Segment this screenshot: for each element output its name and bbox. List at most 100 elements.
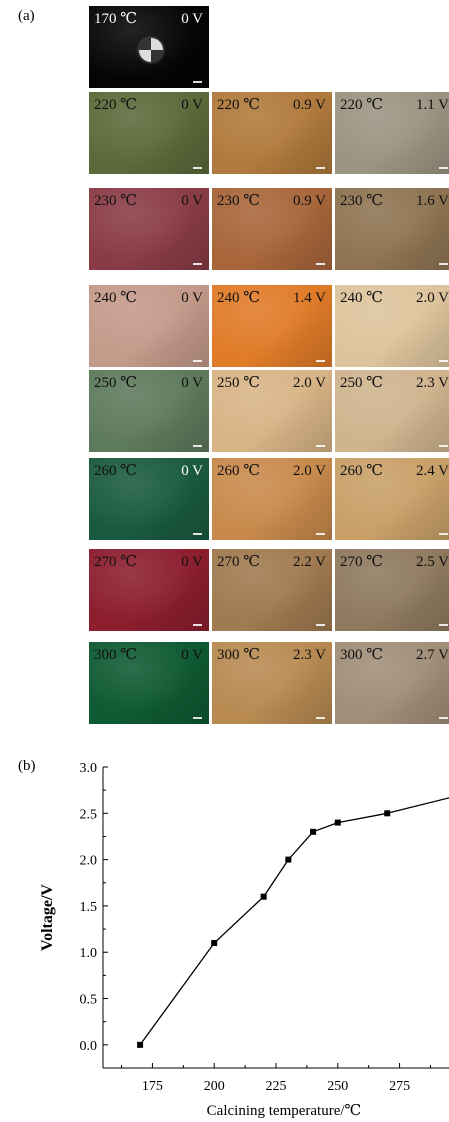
scale-bar — [316, 263, 325, 265]
micrograph-temperature: 170 ℃ — [94, 11, 138, 27]
panel-label-a: (a) — [18, 8, 35, 24]
micrograph-voltage: 2.3 V — [415, 375, 449, 391]
micrograph-temperature: 270 ℃ — [94, 554, 138, 570]
y-tick-label: 2.5 — [80, 807, 98, 822]
micrograph-voltage: 0 V — [181, 554, 203, 570]
micrograph-voltage: 2.4 V — [415, 463, 449, 479]
micrograph-temperature: 230 ℃ — [94, 193, 138, 209]
micrograph-tile: 250 ℃ 2.3 V — [335, 370, 449, 452]
x-tick-label: 200 — [204, 1079, 225, 1094]
micrograph-tile: 240 ℃ 1.4 V — [212, 285, 332, 367]
micrograph-voltage: 2.2 V — [292, 554, 326, 570]
y-tick-label: 2.0 — [80, 854, 98, 869]
micrograph-temperature: 240 ℃ — [217, 290, 261, 306]
x-tick-label: 175 — [142, 1079, 163, 1094]
y-tick-label: 1.5 — [80, 900, 98, 915]
scale-bar — [439, 263, 448, 265]
x-tick-label: 275 — [389, 1079, 410, 1094]
scale-bar — [439, 533, 448, 535]
data-point — [334, 819, 341, 826]
micrograph-voltage: 0 V — [181, 97, 203, 113]
micrograph-temperature: 220 ℃ — [217, 97, 261, 113]
micrograph-temperature: 300 ℃ — [340, 647, 384, 663]
voltage-temperature-chart: 0.0 0.5 1.0 1.5 2.0 2.5 3.0 175 200 225 250 275 Calc… — [39, 761, 449, 1119]
series-line — [139, 797, 449, 1046]
scale-bar — [193, 81, 202, 83]
data-point — [137, 1041, 144, 1048]
scale-bar — [316, 445, 325, 447]
micrograph-voltage: 2.5 V — [415, 554, 449, 570]
y-axis-label: Voltage/V — [39, 884, 56, 951]
micrograph-voltage: 2.0 V — [415, 290, 449, 306]
micrograph-temperature: 230 ℃ — [340, 193, 384, 209]
micrograph-tile: 260 ℃ 2.4 V — [335, 458, 449, 540]
scale-bar — [316, 167, 325, 169]
micrograph-tile: 250 ℃ 0 V — [89, 370, 209, 452]
scale-bar — [439, 360, 448, 362]
micrograph-temperature: 240 ℃ — [340, 290, 384, 306]
x-tick-label: 225 — [266, 1079, 287, 1094]
y-tick-label: 0.5 — [80, 993, 98, 1008]
micrograph-grid: 170 ℃ 0 V 220 ℃ 0 V 220 ℃ 0.9 V 220 ℃ 1.1 V 230 … — [89, 6, 449, 724]
scale-bar — [439, 167, 448, 169]
scale-bar — [193, 167, 202, 169]
micrograph-voltage: 2.3 V — [292, 647, 326, 663]
scale-bar — [439, 717, 448, 719]
micrograph-tile: 260 ℃ 2.0 V — [212, 458, 332, 540]
micrograph-tile: 240 ℃ 2.0 V — [335, 285, 449, 367]
micrograph-voltage: 2.7 V — [415, 647, 449, 663]
micrograph-tile: 230 ℃ 0 V — [89, 188, 209, 270]
x-tick-label: 250 — [327, 1079, 348, 1094]
micrograph-tile: 250 ℃ 2.0 V — [212, 370, 332, 452]
micrograph-temperature: 230 ℃ — [217, 193, 261, 209]
scale-bar — [316, 624, 325, 626]
y-tick-label: 3.0 — [80, 761, 98, 776]
micrograph-tile: 230 ℃ 0.9 V — [212, 188, 332, 270]
micrograph-temperature: 220 ℃ — [94, 97, 138, 113]
y-tick-label: 1.0 — [80, 946, 98, 961]
micrograph-temperature: 260 ℃ — [340, 463, 384, 479]
data-point — [384, 810, 391, 817]
data-point — [285, 856, 292, 863]
data-point — [211, 939, 218, 946]
micrograph-voltage: 0.9 V — [292, 193, 326, 209]
micrograph-tile: 270 ℃ 2.5 V — [335, 549, 449, 631]
micrograph-voltage: 0 V — [181, 375, 203, 391]
micrograph-temperature: 250 ℃ — [217, 375, 261, 391]
scale-bar — [316, 360, 325, 362]
micrograph-voltage: 0 V — [181, 193, 203, 209]
micrograph-voltage: 0 V — [181, 647, 203, 663]
scale-bar — [193, 263, 202, 265]
micrograph-temperature: 300 ℃ — [94, 647, 138, 663]
micrograph-tile: 300 ℃ 2.7 V — [335, 642, 449, 724]
panel-label-b: (b) — [18, 758, 36, 774]
scale-bar — [316, 533, 325, 535]
micrograph-voltage: 1.1 V — [415, 97, 449, 113]
micrograph-tile: 270 ℃ 2.2 V — [212, 549, 332, 631]
y-tick-label: 0.0 — [80, 1039, 98, 1054]
micrograph-tile: 220 ℃ 0.9 V — [212, 92, 332, 174]
micrograph-tile: 300 ℃ 2.3 V — [212, 642, 332, 724]
scale-bar — [193, 445, 202, 447]
micrograph-voltage: 1.6 V — [415, 193, 449, 209]
conoscopic-figure — [139, 38, 163, 62]
micrograph-voltage: 2.0 V — [292, 463, 326, 479]
micrograph-temperature: 260 ℃ — [94, 463, 138, 479]
micrograph-voltage: 0 V — [181, 463, 203, 479]
micrograph-tile: 220 ℃ 1.1 V — [335, 92, 449, 174]
micrograph-temperature: 270 ℃ — [340, 554, 384, 570]
micrograph-tile: 170 ℃ 0 V — [89, 6, 209, 88]
micrograph-tile: 220 ℃ 0 V — [89, 92, 209, 174]
x-axis-label: Calcining temperature/℃ — [207, 1103, 362, 1119]
micrograph-tile: 270 ℃ 0 V — [89, 549, 209, 631]
scale-bar — [193, 717, 202, 719]
micrograph-temperature: 260 ℃ — [217, 463, 261, 479]
micrograph-voltage: 0 V — [181, 11, 203, 27]
micrograph-temperature: 250 ℃ — [94, 375, 138, 391]
micrograph-temperature: 300 ℃ — [217, 647, 261, 663]
micrograph-tile: 240 ℃ 0 V — [89, 285, 209, 367]
micrograph-temperature: 250 ℃ — [340, 375, 384, 391]
scale-bar — [439, 445, 448, 447]
micrograph-tile: 260 ℃ 0 V — [89, 458, 209, 540]
micrograph-temperature: 240 ℃ — [94, 290, 138, 306]
